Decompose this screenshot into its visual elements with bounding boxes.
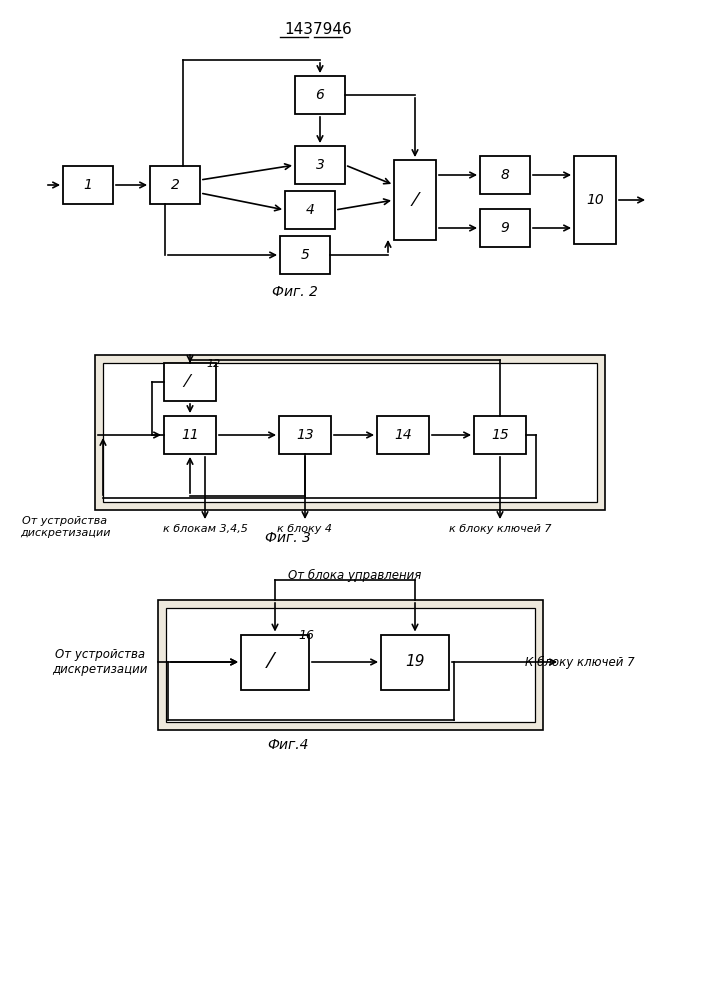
Text: 15: 15 <box>491 428 509 442</box>
Bar <box>474 416 526 454</box>
Text: К блоку ключей 7: К блоку ключей 7 <box>525 655 635 669</box>
Text: 12: 12 <box>206 359 221 369</box>
Text: 6: 6 <box>315 88 325 102</box>
Text: 8: 8 <box>501 168 510 182</box>
Text: Фиг. 2: Фиг. 2 <box>272 285 318 299</box>
Text: 5: 5 <box>300 248 310 262</box>
Bar <box>166 608 535 722</box>
Text: Фиг. 3: Фиг. 3 <box>265 531 311 545</box>
Bar <box>150 166 200 204</box>
Bar <box>285 191 335 229</box>
Bar <box>164 416 216 454</box>
Bar <box>377 416 429 454</box>
Bar <box>241 635 309 690</box>
Text: 14: 14 <box>394 428 412 442</box>
Text: Фиг.4: Фиг.4 <box>267 738 309 752</box>
Text: 19: 19 <box>405 654 425 670</box>
Text: 3: 3 <box>315 158 325 172</box>
Bar <box>394 160 436 240</box>
Bar <box>480 156 530 194</box>
Bar <box>480 209 530 247</box>
Text: ⁄: ⁄ <box>269 652 273 672</box>
Bar <box>574 156 616 244</box>
Text: От устройства
дискретизации: От устройства дискретизации <box>52 648 148 676</box>
Bar <box>164 363 216 401</box>
Text: 2: 2 <box>170 178 180 192</box>
Bar <box>295 146 345 184</box>
Text: к блоку 4: к блоку 4 <box>278 524 332 534</box>
Text: От устройства
дискретизации: От устройства дискретизации <box>20 516 110 538</box>
Text: 16: 16 <box>298 629 314 642</box>
Text: 9: 9 <box>501 221 510 235</box>
Bar <box>279 416 331 454</box>
Text: 13: 13 <box>296 428 314 442</box>
Bar <box>381 635 449 690</box>
Text: ⁄: ⁄ <box>414 190 416 210</box>
Bar <box>158 600 543 730</box>
Bar <box>63 166 113 204</box>
Text: От блока управления: От блока управления <box>288 568 421 582</box>
Text: ⁄: ⁄ <box>185 373 189 391</box>
Text: 1437946: 1437946 <box>284 22 352 37</box>
Bar <box>103 363 597 502</box>
Text: 1: 1 <box>83 178 93 192</box>
Text: 4: 4 <box>305 203 315 217</box>
Text: к блоку ключей 7: к блоку ключей 7 <box>449 524 551 534</box>
Bar <box>280 236 330 274</box>
Text: 11: 11 <box>181 428 199 442</box>
Bar <box>295 76 345 114</box>
Text: к блокам 3,4,5: к блокам 3,4,5 <box>163 524 247 534</box>
Text: 10: 10 <box>586 193 604 207</box>
Bar <box>95 355 605 510</box>
